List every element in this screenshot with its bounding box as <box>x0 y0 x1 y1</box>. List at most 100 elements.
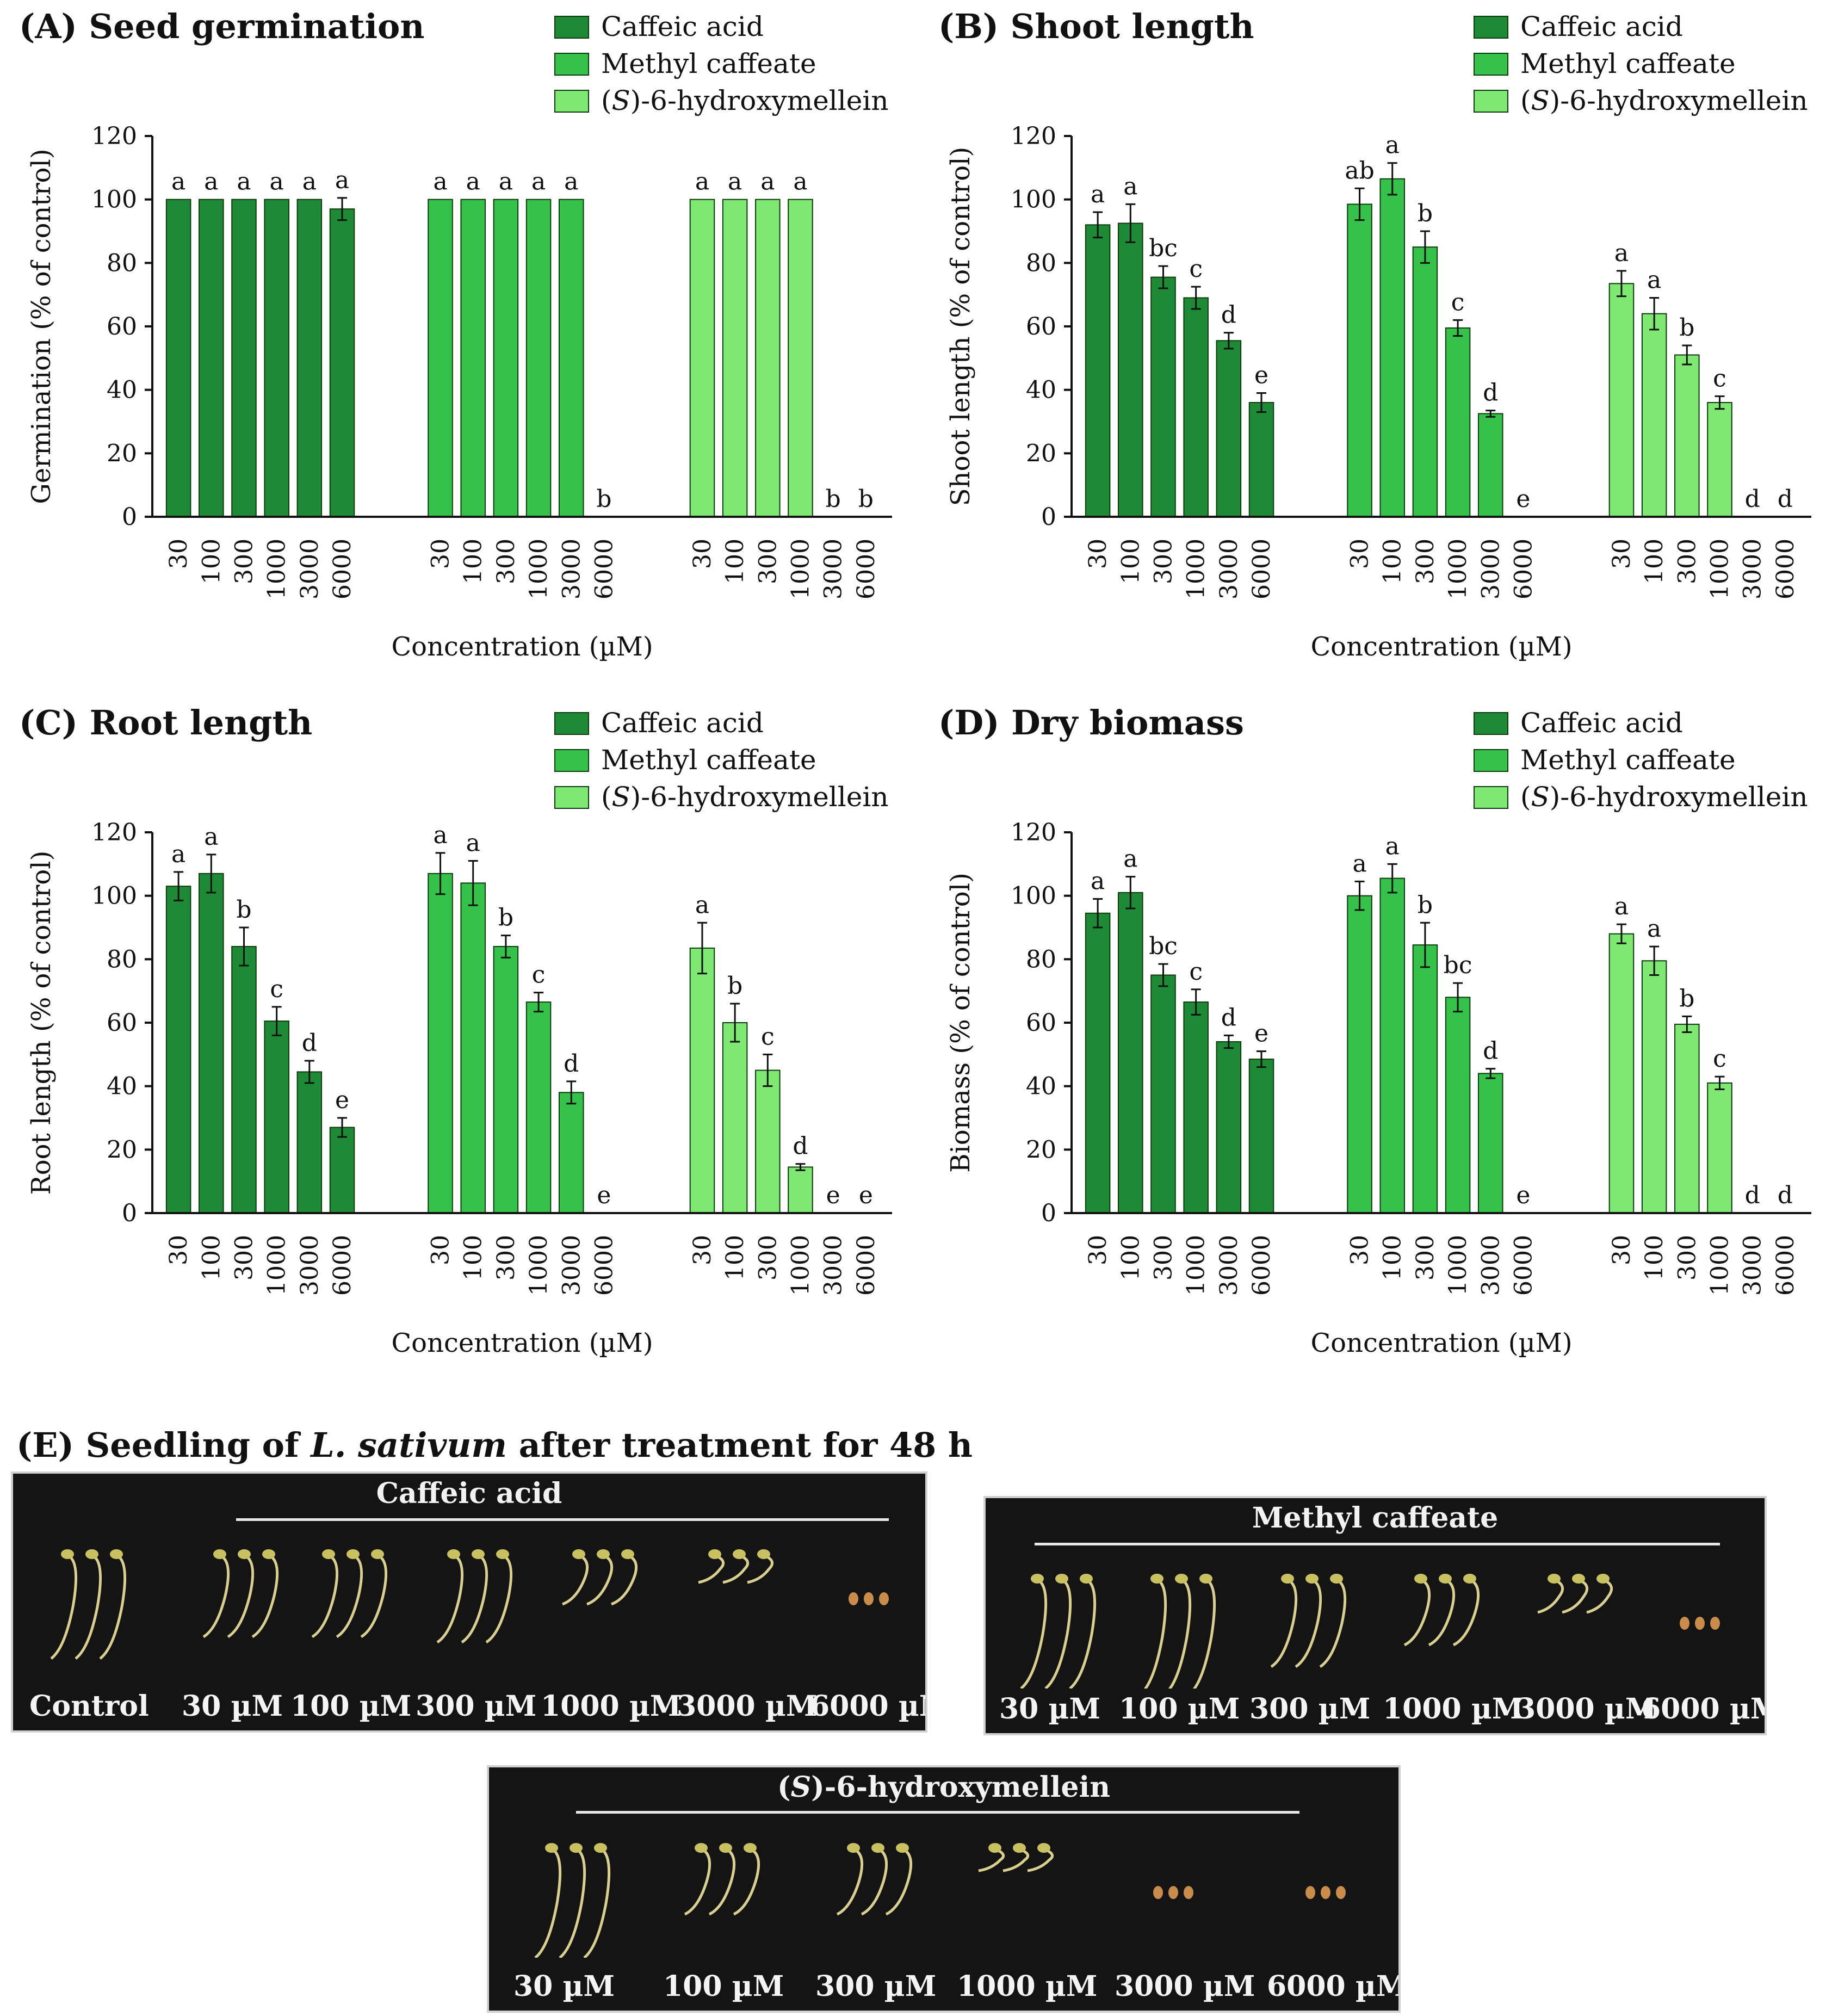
bar <box>1478 413 1503 518</box>
seedling <box>1270 1578 1298 1668</box>
bar <box>1347 895 1372 1214</box>
x-tick-label: 100 <box>1379 539 1407 584</box>
photo-label: 1000 µM <box>541 1690 682 1723</box>
photo-label: 1000 µM <box>1383 1692 1524 1726</box>
legend-swatch <box>1474 53 1508 76</box>
significance-letter: e <box>597 1182 611 1209</box>
photo-label: 1000 µM <box>957 1970 1098 2003</box>
significance-letter: c <box>761 1023 775 1050</box>
bar <box>1707 402 1732 517</box>
y-tick-label: 40 <box>107 1073 137 1100</box>
y-axis-label: Shoot length (% of control) <box>945 147 976 506</box>
photo-caffeic-acid: Caffeic acid Control 30 µM 100 µM 300 µM 100… <box>11 1471 927 1733</box>
seedling <box>861 1847 888 1916</box>
significance-letter: a <box>204 823 218 851</box>
y-tick-label: 60 <box>107 1009 137 1037</box>
seedling <box>684 1847 711 1916</box>
x-tick-label: 300 <box>1412 539 1439 584</box>
y-tick-label: 40 <box>1026 1073 1056 1100</box>
seedling <box>747 1554 774 1584</box>
photo-label: 3000 µM <box>1115 1970 1255 2003</box>
seed <box>1680 1617 1689 1630</box>
seedling-group <box>836 1843 913 1916</box>
panel-b-shoot-length: (B) Shoot length Caffeic acid Methyl caffe… <box>936 5 1828 675</box>
x-tick-label: 30 <box>165 1235 193 1265</box>
significance-letter: c <box>1451 288 1465 316</box>
cotyledon <box>1596 1574 1610 1584</box>
x-tick-label: 300 <box>754 539 782 584</box>
y-tick-label: 60 <box>1026 1009 1056 1037</box>
cotyledon <box>708 1549 721 1559</box>
legend-label: Methyl caffeate <box>601 744 816 776</box>
significance-letter: a <box>695 168 709 196</box>
seed <box>1168 1886 1178 1899</box>
x-tick-label: 30 <box>165 539 193 569</box>
seedling <box>708 1847 736 1916</box>
x-tick-label: 300 <box>1412 1235 1439 1281</box>
bar <box>689 199 715 517</box>
x-tick-label: 300 <box>1673 1235 1701 1281</box>
significance-letter: b <box>596 485 611 513</box>
significance-letter: d <box>1221 301 1236 329</box>
cotyledon <box>1037 1843 1050 1853</box>
photo-label: 30 µM <box>999 1692 1101 1726</box>
legend-swatch <box>1474 712 1508 735</box>
y-tick-label: 80 <box>107 945 137 973</box>
significance-letter: d <box>1778 1182 1793 1209</box>
x-tick-label: 6000 <box>329 1235 356 1296</box>
panel-e-title-species: L. sativum <box>311 1425 507 1465</box>
x-tick-label: 6000 <box>1509 1235 1537 1296</box>
x-axis-label: Concentration (µM) <box>1310 1328 1572 1358</box>
x-axis-label: Concentration (µM) <box>1310 632 1572 662</box>
significance-letter: a <box>433 821 447 849</box>
bar <box>296 1071 323 1214</box>
bar <box>329 208 355 517</box>
legend-label: Caffeic acid <box>1520 11 1683 42</box>
seed <box>879 1592 889 1605</box>
seed <box>864 1592 874 1605</box>
x-tick-label: 1000 <box>1183 539 1210 599</box>
seedling-group <box>1020 1574 1097 1689</box>
x-tick-label: 6000 <box>329 539 356 599</box>
photo-label: 100 µM <box>1119 1692 1240 1726</box>
cotyledon <box>110 1549 123 1559</box>
seedling-group <box>534 1843 611 1958</box>
bar <box>755 199 781 517</box>
x-tick-label: 30 <box>1084 1235 1112 1265</box>
legend-swatch <box>554 53 589 76</box>
x-axis-label: Concentration (µM) <box>391 632 653 662</box>
seedling <box>1319 1578 1347 1668</box>
bar <box>199 873 224 1214</box>
seedling <box>1586 1578 1613 1614</box>
y-tick-label: 20 <box>1026 1136 1056 1164</box>
x-tick-label: 6000 <box>1509 539 1537 599</box>
significance-letter: e <box>826 1182 840 1209</box>
chart-shoot-length: (B) Shoot length Caffeic acid Methyl caffe… <box>938 7 1811 662</box>
bar <box>1641 313 1667 518</box>
x-tick-label: 1000 <box>1706 539 1734 599</box>
bar <box>1445 997 1471 1214</box>
bar <box>1085 912 1111 1214</box>
legend-swatch <box>554 90 589 113</box>
seedling <box>559 1847 586 1958</box>
x-tick-label: 3000 <box>1739 1235 1767 1296</box>
photo-caffeic-rule <box>236 1518 889 1521</box>
legend-swatch <box>1474 749 1508 772</box>
significance-letter: a <box>466 830 480 857</box>
seedling <box>1044 1578 1072 1689</box>
cotyledon <box>896 1843 909 1853</box>
photo-hydroxy-title-italic: S <box>790 1771 812 1804</box>
legend-swatch <box>554 712 589 735</box>
significance-letter: d <box>1221 1004 1236 1031</box>
cotyledon <box>1199 1574 1212 1584</box>
photo-label: Control <box>29 1690 149 1723</box>
significance-letter: a <box>302 168 317 196</box>
x-tick-label: 1000 <box>787 539 815 599</box>
photo-label: 300 µM <box>1249 1692 1371 1726</box>
seedling <box>336 1554 363 1638</box>
x-tick-label: 300 <box>492 1235 520 1281</box>
y-axis-label: Root length (% of control) <box>26 851 57 1195</box>
cotyledon <box>322 1549 335 1559</box>
bar <box>1183 1001 1209 1214</box>
cotyledon <box>545 1843 558 1853</box>
